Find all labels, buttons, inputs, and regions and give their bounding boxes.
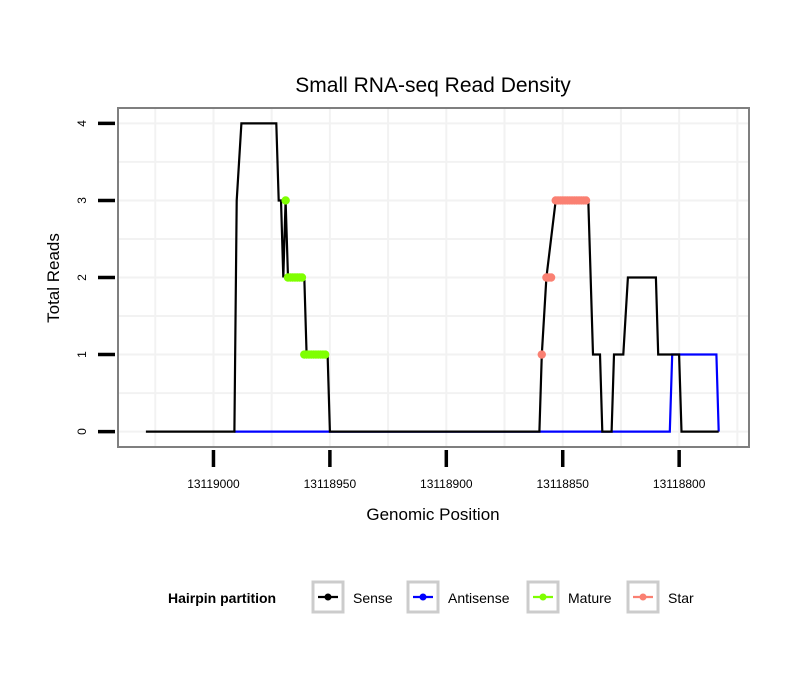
legend-item-sense: Sense — [311, 580, 393, 614]
y-tick-label: 2 — [75, 274, 89, 281]
panel-border — [117, 107, 750, 448]
x-tick-label: 13118950 — [304, 477, 357, 491]
legend-key-point — [539, 593, 547, 601]
legend-key-point — [639, 593, 647, 601]
gridlines — [118, 108, 749, 447]
data-point-mature — [321, 350, 330, 359]
legend-label: Sense — [353, 590, 393, 606]
legend-label: Mature — [568, 590, 612, 606]
y-axis: 0 1 2 3 4 — [75, 120, 115, 435]
y-tick-label: 1 — [75, 351, 89, 358]
x-tick-label: 13118800 — [653, 477, 706, 491]
y-tick-label: 4 — [75, 120, 89, 127]
legend-label: Star — [668, 590, 694, 606]
data-point-mature — [281, 196, 290, 205]
series-layer — [145, 122, 720, 433]
data-point-mature — [297, 273, 307, 282]
legend-label: Antisense — [448, 590, 510, 606]
legend-key-point — [324, 593, 332, 601]
legend-title: Hairpin partition — [168, 590, 276, 606]
data-point-star — [546, 273, 556, 282]
x-axis: 13119000 13118950 13118900 13118850 13118800 — [187, 450, 706, 491]
legend-item-antisense: Antisense — [406, 580, 510, 614]
y-axis-title: Total Reads — [44, 233, 63, 323]
legend-item-mature: Mature — [526, 580, 612, 614]
x-tick-label: 13118850 — [536, 477, 589, 491]
legend: Hairpin partition Sense Antisense Mature St… — [168, 580, 694, 614]
chart-title: Small RNA-seq Read Density — [295, 74, 571, 97]
legend-item-star: Star — [626, 580, 694, 614]
y-tick-label: 3 — [75, 197, 89, 204]
x-axis-title: Genomic Position — [366, 505, 499, 524]
data-point-star — [537, 350, 546, 359]
legend-key-point — [419, 593, 427, 601]
y-tick-label: 0 — [75, 428, 89, 435]
x-tick-label: 13118900 — [420, 477, 473, 491]
data-point-star — [581, 196, 591, 205]
x-tick-label: 13119000 — [187, 477, 240, 491]
